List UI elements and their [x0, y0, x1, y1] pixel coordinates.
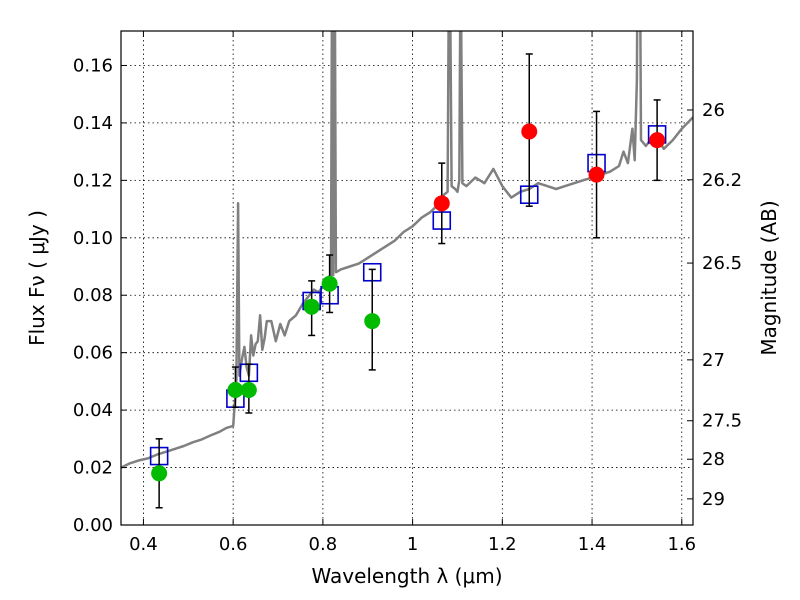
y-tick-label-5: 0.10	[73, 228, 113, 249]
point-nir-2	[588, 166, 605, 183]
y-tick-label-6: 0.12	[73, 170, 113, 191]
y-axis-ticks: 0.00 0.02 0.04 0.06 0.08 0.10 0.12 0.14 0.16	[73, 55, 127, 536]
right-tick-label-1: 26.2	[702, 170, 742, 191]
point-nir-0	[433, 195, 450, 212]
point-optical-2	[240, 382, 257, 399]
point-optical-0	[151, 465, 168, 482]
right-axis-ticks: 26 26.2 26.5 27 27.5 28 29	[687, 100, 742, 510]
x-tick-label-6: 1.6	[667, 534, 696, 555]
x-tick-label-0: 0.4	[129, 534, 158, 555]
x-tick-label-2: 0.8	[309, 534, 338, 555]
right-tick-label-2: 26.5	[702, 253, 742, 274]
point-optical-3	[303, 298, 320, 315]
y-tick-label-7: 0.14	[73, 113, 113, 134]
right-tick-label-0: 26	[702, 100, 725, 121]
y-tick-label-8: 0.16	[73, 55, 113, 76]
right-tick-label-4: 27.5	[702, 411, 742, 432]
x-tick-label-3: 1	[407, 534, 418, 555]
x-axis-title: Wavelength λ (μm)	[311, 564, 502, 588]
x-tick-label-1: 0.6	[219, 534, 248, 555]
right-tick-label-5: 28	[702, 449, 725, 470]
x-tick-label-5: 1.4	[578, 534, 607, 555]
point-optical-4	[321, 275, 338, 292]
y-tick-label-2: 0.04	[73, 400, 113, 421]
observed-photometry-circles	[151, 123, 666, 482]
x-axis-ticks: 0.4 0.6 0.8 1 1.2 1.4 1.6	[129, 31, 696, 555]
point-nir-1	[521, 123, 538, 140]
point-nir-3	[649, 132, 666, 149]
y-tick-label-1: 0.02	[73, 458, 113, 479]
right-tick-label-6: 29	[702, 489, 725, 510]
plot-area	[121, 31, 693, 509]
y-tick-label-4: 0.08	[73, 285, 113, 306]
right-axis-title: Magnitude (AB)	[757, 200, 781, 355]
y-tick-label-3: 0.06	[73, 343, 113, 364]
y-axis-title: Flux Fν ( μJy )	[25, 210, 49, 346]
point-optical-5	[364, 313, 381, 330]
point-optical-1	[227, 382, 244, 399]
right-tick-label-3: 27	[702, 350, 725, 371]
plot-frame	[120, 30, 694, 526]
x-tick-label-4: 1.2	[488, 534, 517, 555]
y-tick-label-0: 0.00	[73, 515, 113, 536]
